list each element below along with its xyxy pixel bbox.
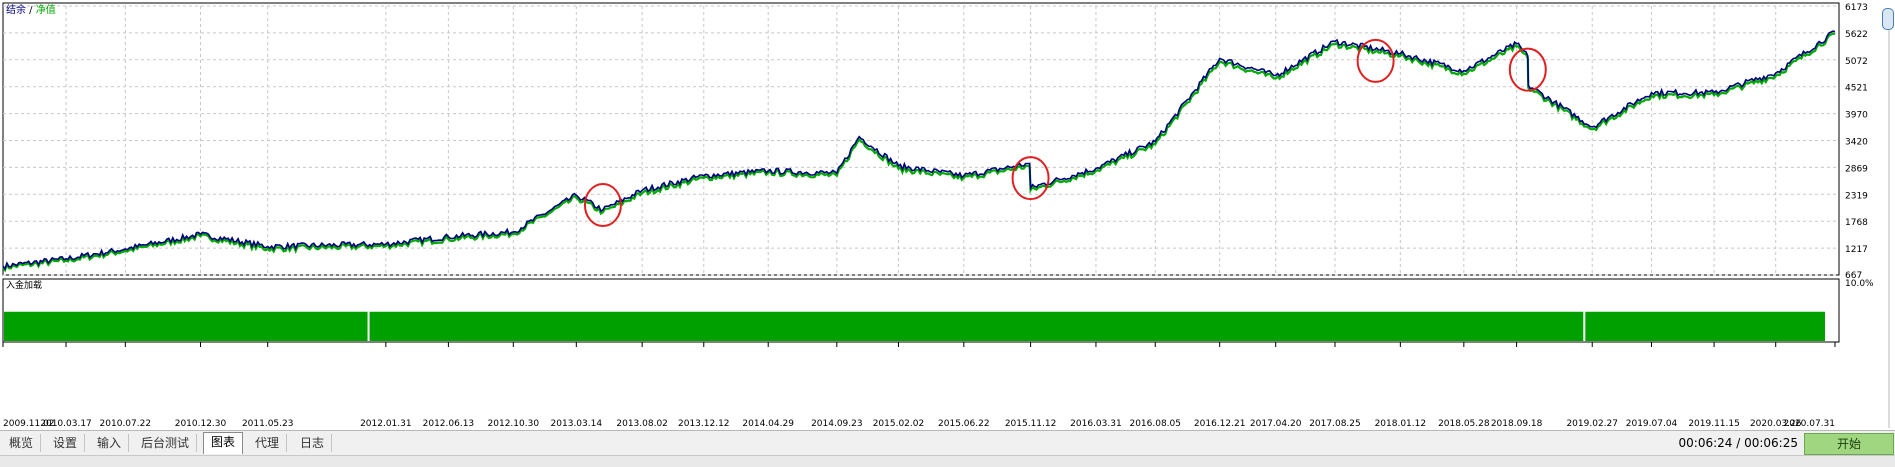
x-tick-label: 2010.12.30 xyxy=(175,419,227,429)
annotation-circle xyxy=(583,182,622,227)
x-tick-label: 2012.06.13 xyxy=(423,419,475,429)
deposit-load-bar xyxy=(4,311,368,341)
tab-chart[interactable]: 图表 xyxy=(203,432,244,454)
y-tick-label: 4521 xyxy=(1845,84,1868,94)
tab-inputs[interactable]: 输入 xyxy=(90,434,130,452)
x-tick-label: 2018.05.28 xyxy=(1438,419,1490,429)
series-lines xyxy=(2,30,1836,273)
tester-tab-bar: 概览 设置 输入 后台测试 图表 代理 日志 xyxy=(0,430,1895,455)
tab-settings[interactable]: 设置 xyxy=(46,434,86,452)
x-tick-label: 2015.06.22 xyxy=(938,419,990,429)
deposit-load-bars xyxy=(4,311,1825,341)
x-tick-label: 2014.09.23 xyxy=(811,419,863,429)
y-tick-label: 6173 xyxy=(1845,3,1868,13)
status-bar xyxy=(0,455,1895,467)
x-tick-label: 2013.08.02 xyxy=(616,419,668,429)
equity-chart: 667 1217 1768 2319 2869 3420 3970 4521 5072 5622 6… xyxy=(2,2,1874,429)
tab-agents[interactable]: 代理 xyxy=(248,434,288,452)
x-tick-label: 2016.03.31 xyxy=(1070,419,1122,429)
tab-backtest[interactable]: 后台测试 xyxy=(134,434,198,452)
scroll-handle[interactable] xyxy=(1882,8,1894,30)
vertical-scroll-track[interactable] xyxy=(1888,28,1890,428)
main-panel-frame xyxy=(2,2,1840,276)
timer-elapsed: 00:06:24 xyxy=(1678,436,1733,450)
x-tick-label: 2010.03.17 xyxy=(40,419,92,429)
x-tick-label: 2017.08.25 xyxy=(1309,419,1361,429)
x-tick-label: 2010.07.22 xyxy=(100,419,152,429)
legend-equity: 净值 xyxy=(36,3,56,16)
chart-area: 667 1217 1768 2319 2869 3420 3970 4521 5072 5622 6… xyxy=(0,0,1895,430)
series-line-equity xyxy=(2,32,1836,273)
timer-total: 00:06:25 xyxy=(1744,436,1798,450)
x-tick-label: 2016.12.21 xyxy=(1194,419,1246,429)
y-tick-label: 667 xyxy=(1845,271,1862,281)
start-button[interactable]: 开始 xyxy=(1804,433,1894,455)
sub-panel-label: 入金加载 xyxy=(6,279,42,291)
y-tick-label: 1217 xyxy=(1845,245,1868,255)
x-tick-label: 2016.08.05 xyxy=(1129,419,1181,429)
annotation-circle xyxy=(1356,38,1395,83)
x-tick-label: 2015.11.12 xyxy=(1005,419,1057,429)
tab-journal[interactable]: 日志 xyxy=(293,434,333,452)
y-tick-label: 2869 xyxy=(1845,164,1868,174)
annotation-circle xyxy=(1011,156,1050,201)
x-tick-label: 2014.04.29 xyxy=(742,419,794,429)
test-timer: 00:06:24 / 00:06:25 xyxy=(1668,434,1798,452)
deposit-load-bar xyxy=(369,311,1584,341)
y-tick-label: 3970 xyxy=(1845,111,1868,121)
x-tick-label: 2015.02.02 xyxy=(873,419,925,429)
deposit-load-bar xyxy=(1585,311,1825,341)
x-tick-label: 2009.11.02 xyxy=(3,419,55,429)
x-tick-label: 2012.10.30 xyxy=(488,419,540,429)
x-tick-label: 2019.11.15 xyxy=(1688,419,1740,429)
x-tick-label: 2012.01.31 xyxy=(360,419,412,429)
y-tick-label: 1768 xyxy=(1845,218,1868,228)
x-tick-label: 2018.09.18 xyxy=(1491,419,1543,429)
y-tick-label: 5622 xyxy=(1845,30,1868,40)
x-tick-label: 2020.03.26 xyxy=(1750,419,1802,429)
x-tick-label: 2020.07.31 xyxy=(1783,419,1835,429)
x-tick-label: 2019.02.27 xyxy=(1566,419,1618,429)
y-tick-label: 2319 xyxy=(1845,191,1868,201)
x-tick-label: 2013.03.14 xyxy=(551,419,603,429)
legend: 结余 / 净值 xyxy=(6,3,56,16)
timer-separator: / xyxy=(1732,436,1745,450)
sub-panel-top-value: 10.0% xyxy=(1845,279,1874,289)
x-tick-label: 2013.12.12 xyxy=(678,419,730,429)
grid-lines xyxy=(3,5,1839,276)
x-tick-label: 2018.01.12 xyxy=(1375,419,1427,429)
tab-overview[interactable]: 概览 xyxy=(2,434,42,452)
x-tick-label: 2011.05.23 xyxy=(242,419,294,429)
x-tick-label: 2017.04.20 xyxy=(1250,419,1302,429)
y-tick-labels: 667 1217 1768 2319 2869 3420 3970 4521 5072 5622 6… xyxy=(1845,3,1868,281)
y-tick-label: 3420 xyxy=(1845,138,1868,148)
sub-panel-frame xyxy=(2,278,1840,343)
legend-separator: / xyxy=(26,5,36,16)
legend-balance: 结余 xyxy=(6,3,26,16)
y-tick-label: 5072 xyxy=(1845,57,1868,67)
x-tick-label: 2019.07.04 xyxy=(1626,419,1678,429)
annotation-circles xyxy=(583,38,1547,227)
annotation-circle xyxy=(1508,47,1547,92)
series-line-balance xyxy=(2,30,1836,271)
